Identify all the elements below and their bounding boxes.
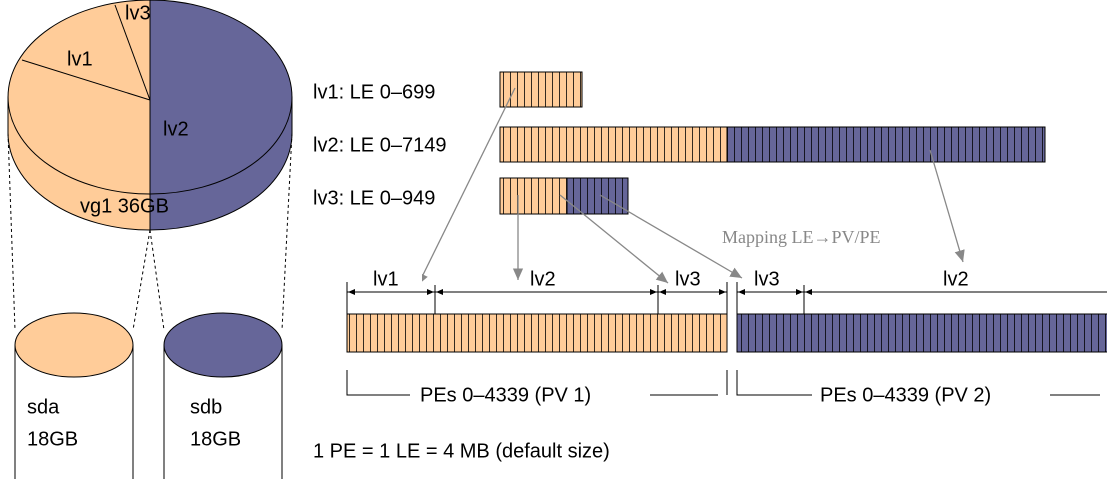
- segment-labels: lv1 lv2 lv3 lv3 lv2: [362, 268, 982, 290]
- segment-label: lv1: [373, 268, 399, 290]
- segment-label: lv2: [530, 268, 556, 290]
- lv-label: lv3: LE 0–949: [313, 187, 435, 209]
- le-bar: [500, 72, 582, 107]
- pie-caption: vg1 36GB: [80, 195, 169, 217]
- pv-label: PEs 0–4339 (PV 2): [820, 384, 991, 406]
- lv-label: lv2: LE 0–7149: [313, 134, 446, 156]
- pie-label: lv2: [163, 118, 189, 140]
- disk-name: sdb: [190, 396, 222, 418]
- mapping-label: Mapping LE→PV/PE: [722, 227, 881, 247]
- lv-label: lv1: LE 0–699: [313, 81, 435, 103]
- disk-size: 18GB: [27, 428, 78, 450]
- footnote: 1 PE = 1 LE = 4 MB (default size): [313, 440, 610, 462]
- disk-size: 18GB: [190, 428, 241, 450]
- le-bar: [727, 127, 1045, 162]
- le-bar: [500, 178, 567, 214]
- pe-bar: [737, 314, 1107, 352]
- pie-label: lv3: [125, 2, 151, 24]
- segment-label: lv2: [943, 268, 969, 290]
- disk-name: sda: [27, 396, 60, 418]
- segment-label: lv3: [675, 268, 701, 290]
- disk: sdb 18GB: [164, 313, 282, 479]
- pe-bar: [347, 314, 727, 352]
- le-bar: [500, 127, 727, 162]
- disk: sda 18GB: [15, 313, 133, 479]
- dimension-lines: [347, 282, 1107, 314]
- segment-label: lv3: [754, 268, 780, 290]
- volume-group: lv1 lv3 lv2 vg1 36GB: [8, 0, 292, 230]
- lvm-diagram: lv1 lv3 lv2 vg1 36GB sda 18GB sdb 18GB l…: [0, 0, 1107, 479]
- pie-label: lv1: [67, 48, 93, 70]
- pv-label: PEs 0–4339 (PV 1): [420, 384, 591, 406]
